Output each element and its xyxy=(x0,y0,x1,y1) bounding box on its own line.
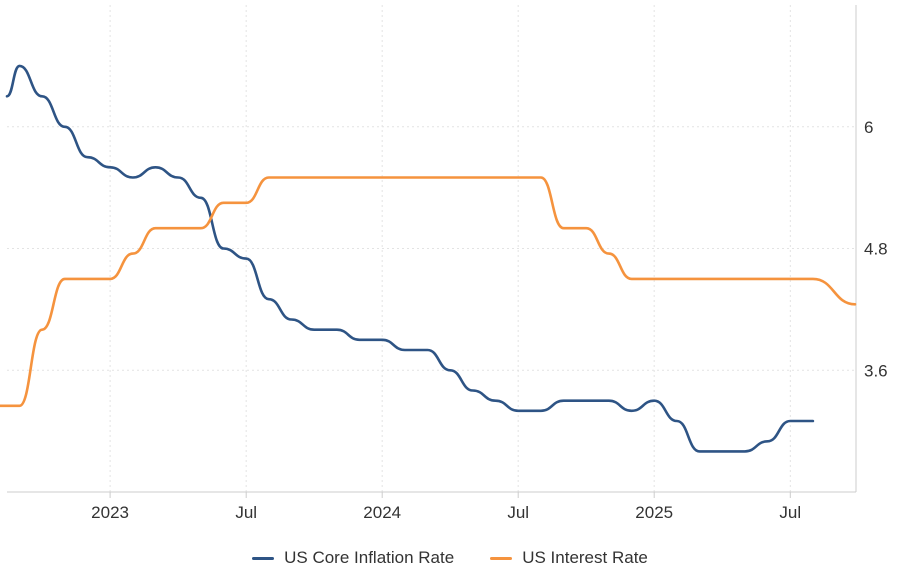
x-tick-label: Jul xyxy=(779,503,801,522)
y-tick-label: 3.6 xyxy=(864,361,888,380)
series-lines xyxy=(0,64,857,453)
legend-label-core-inflation: US Core Inflation Rate xyxy=(284,548,455,567)
legend-swatch-interest-rate xyxy=(490,556,513,560)
grid-lines xyxy=(7,5,856,492)
series-line-core-inflation[interactable] xyxy=(5,64,815,453)
legend: US Core Inflation Rate US Interest Rate xyxy=(0,548,900,568)
x-tick-label: 2024 xyxy=(363,503,401,522)
legend-label-interest-rate: US Interest Rate xyxy=(522,548,648,567)
x-tick-label: 2023 xyxy=(91,503,129,522)
legend-swatch-core-inflation xyxy=(252,556,275,560)
x-tick-label: Jul xyxy=(235,503,257,522)
line-chart: 6 4.8 3.6 2023 Jul 2024 Jul 2025 Jul xyxy=(0,5,888,522)
series-line-interest-rate[interactable] xyxy=(0,176,857,408)
y-tick-label: 6 xyxy=(864,118,873,137)
y-tick-label: 4.8 xyxy=(864,240,888,259)
legend-item-core-inflation[interactable]: US Core Inflation Rate xyxy=(252,548,454,568)
x-tick-label: Jul xyxy=(507,503,529,522)
y-axis-ticks: 6 4.8 3.6 xyxy=(864,118,888,380)
x-axis-ticks: 2023 Jul 2024 Jul 2025 Jul xyxy=(91,492,801,522)
x-tick-label: 2025 xyxy=(635,503,673,522)
legend-item-interest-rate[interactable]: US Interest Rate xyxy=(490,548,648,568)
